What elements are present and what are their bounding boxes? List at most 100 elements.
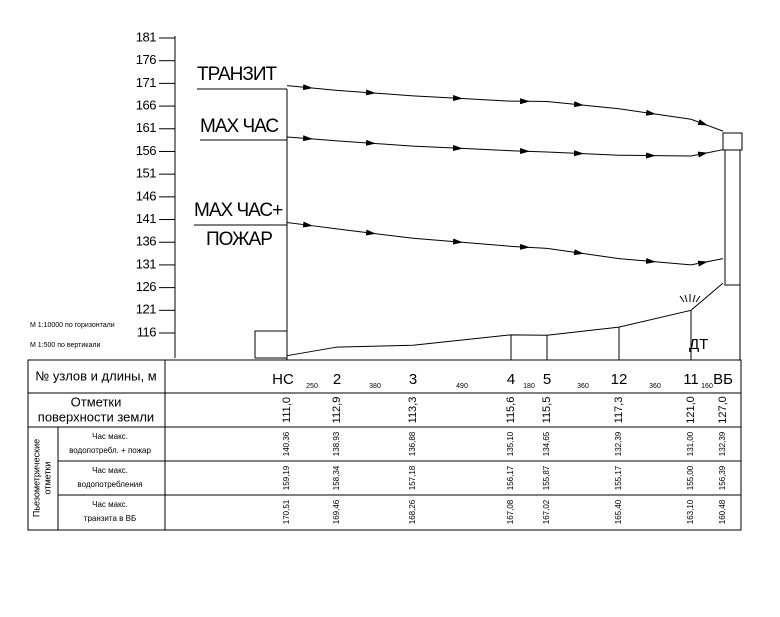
piezo-line: [510, 243, 530, 250]
piezo-line: [311, 225, 338, 230]
piezo-line: [546, 247, 584, 256]
node-header: № узлов и длины, м: [35, 368, 156, 383]
piezo-value: 138,93: [332, 431, 341, 456]
piezo-value: 155,17: [614, 465, 623, 490]
piezo-line: [461, 97, 512, 102]
row-label: Час макс.: [92, 466, 128, 475]
transit-label: ТРАНЗИТ: [197, 64, 278, 85]
ground-profile: [286, 282, 724, 357]
piezo-line: [311, 87, 338, 91]
scale-note: М 1:500 по вертикали: [30, 342, 100, 349]
piezo-line: [374, 233, 414, 239]
piezo-value: 167,08: [506, 499, 515, 524]
piezo-line: [618, 257, 656, 264]
scale-label: 126: [136, 279, 156, 294]
piezo-value: 160,48: [718, 499, 727, 524]
piezo-value: 136,88: [408, 431, 417, 456]
row-label: водопотребления: [77, 480, 142, 489]
piezo-value: 158,34: [332, 465, 341, 490]
piezo-header: Пьезометрические: [31, 439, 41, 517]
piezo-line: [461, 147, 512, 152]
piezo-line: [412, 237, 463, 245]
piezo-line: [510, 148, 530, 155]
ground-value: 115,6: [505, 397, 517, 424]
length-label: 180: [523, 383, 535, 390]
node-label: 2: [333, 371, 341, 388]
tower-shaft: [724, 149, 741, 286]
piezo-value: 165,40: [614, 499, 623, 524]
length-label: 360: [577, 383, 589, 390]
tower-tank: [722, 132, 743, 151]
scale-label: 131: [136, 256, 156, 271]
length-label: 490: [456, 383, 468, 390]
ground-header: Отметки: [71, 394, 122, 409]
piezo-line: [706, 149, 724, 154]
scale-label: 151: [136, 166, 156, 181]
node-label: 3: [409, 371, 417, 388]
piezo-line: [690, 260, 708, 267]
piezo-line: [336, 139, 376, 146]
piezo-line: [546, 150, 584, 157]
row-label: Час макс.: [92, 500, 128, 509]
piezo-value: 131,00: [686, 431, 695, 456]
ground-value: 111,0: [281, 397, 293, 423]
node-label: ВБ: [713, 371, 733, 388]
node-label: 4: [507, 371, 515, 388]
ground-value: 117,3: [613, 397, 625, 424]
fire-label: ПОЖАР: [206, 229, 272, 250]
scale-label: 156: [136, 143, 156, 158]
length-label: 250: [306, 383, 318, 390]
scale-label: 146: [136, 188, 156, 203]
piezo-line: [690, 151, 708, 158]
row-label: транзита в ВБ: [84, 514, 136, 523]
piezo-value: 132,39: [614, 431, 623, 456]
piezo-value: 155,87: [542, 465, 551, 490]
node-label: 11: [683, 371, 699, 388]
ground-value: 113,3: [407, 397, 419, 424]
piezo-line: [582, 252, 620, 260]
ground-value: 112,9: [331, 397, 343, 424]
scale-label: 116: [137, 324, 156, 339]
row-label: водопотребл. + пожар: [69, 446, 151, 455]
piezo-value: 157,18: [408, 465, 417, 490]
ground-value: 127,0: [717, 396, 729, 424]
scale-label: 161: [136, 120, 156, 135]
scale-label: 141: [136, 211, 156, 226]
piezo-line: [412, 144, 463, 151]
piezo-line: [528, 246, 548, 249]
piezo-line: [311, 138, 338, 142]
piezo-value: 167,02: [542, 499, 551, 524]
dt-symbol: [679, 294, 701, 303]
piezo-line: [654, 261, 692, 266]
piezo-value: 170,51: [282, 499, 291, 524]
piezo-value: 134,65: [542, 431, 551, 456]
piezo-value: 140,36: [282, 431, 291, 456]
piezo-line: [654, 113, 692, 120]
scale-label: 171: [136, 75, 156, 90]
piezo-line: [618, 108, 656, 116]
piezo-line: [286, 135, 313, 142]
piezo-value: 156,17: [506, 465, 515, 490]
length-label: 360: [649, 383, 661, 390]
piezo-value: 135,10: [506, 431, 515, 456]
ground-header: поверхности земли: [38, 409, 154, 424]
ground-value: 121,0: [685, 396, 697, 424]
table-frame: [27, 359, 742, 531]
piezo-line: [336, 228, 376, 236]
piezo-line: [528, 150, 548, 153]
piezo-value: 155,00: [686, 465, 695, 490]
piezo-value: 168,26: [408, 499, 417, 524]
piezo-value: 169,46: [332, 499, 341, 524]
scale-label: 181: [136, 29, 156, 44]
length-label: 380: [369, 383, 381, 390]
piezo-line: [412, 95, 463, 102]
piezo-line: [546, 100, 584, 108]
piezo-value: 132,39: [718, 431, 727, 456]
length-label: 160: [701, 383, 713, 390]
node-label: 12: [611, 371, 628, 388]
piezo-line: [690, 118, 708, 126]
piezo-line: [374, 92, 414, 97]
piezo-line: [286, 221, 313, 228]
ground-value: 115,5: [541, 397, 553, 424]
scale-note: М 1:10000 по горизонтали: [30, 322, 115, 329]
